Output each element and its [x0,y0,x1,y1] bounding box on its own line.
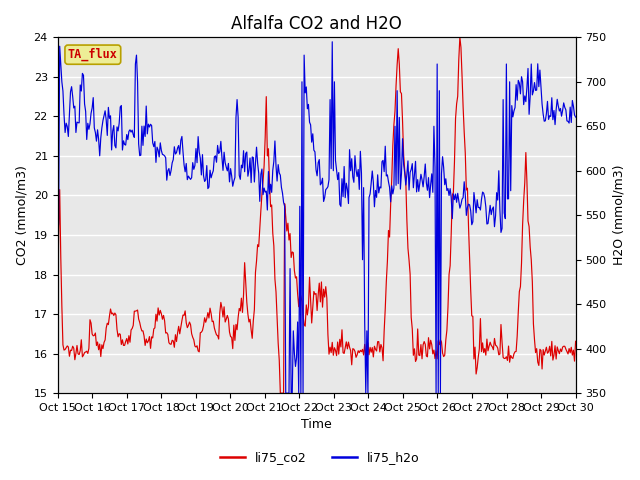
li75_h2o [282,390,289,396]
li75_h2o [215,151,223,156]
li75_co2 [456,35,464,40]
li75_h2o [328,39,336,45]
li75_co2 [369,354,377,360]
Line: li75_h2o: li75_h2o [58,42,575,393]
Title: Alfalfa CO2 and H2O: Alfalfa CO2 and H2O [231,15,402,33]
li75_h2o [346,147,353,153]
li75_co2 [344,339,352,345]
li75_h2o [526,94,534,99]
li75_co2 [572,338,579,344]
li75_h2o [371,204,378,210]
Legend: li75_co2, li75_h2o: li75_co2, li75_h2o [215,446,425,469]
li75_co2 [54,348,61,353]
Y-axis label: H2O (mmol/m3): H2O (mmol/m3) [612,165,625,265]
li75_co2 [435,342,443,348]
Line: li75_co2: li75_co2 [58,37,575,393]
li75_h2o [272,163,280,168]
li75_h2o [436,390,444,396]
li75_h2o [572,114,579,120]
Text: TA_flux: TA_flux [68,48,118,61]
li75_co2 [276,390,284,396]
li75_co2 [526,244,534,250]
Y-axis label: CO2 (mmol/m3): CO2 (mmol/m3) [15,165,28,265]
li75_co2 [215,336,223,342]
li75_h2o [54,230,61,236]
li75_co2 [272,289,280,295]
X-axis label: Time: Time [301,419,332,432]
